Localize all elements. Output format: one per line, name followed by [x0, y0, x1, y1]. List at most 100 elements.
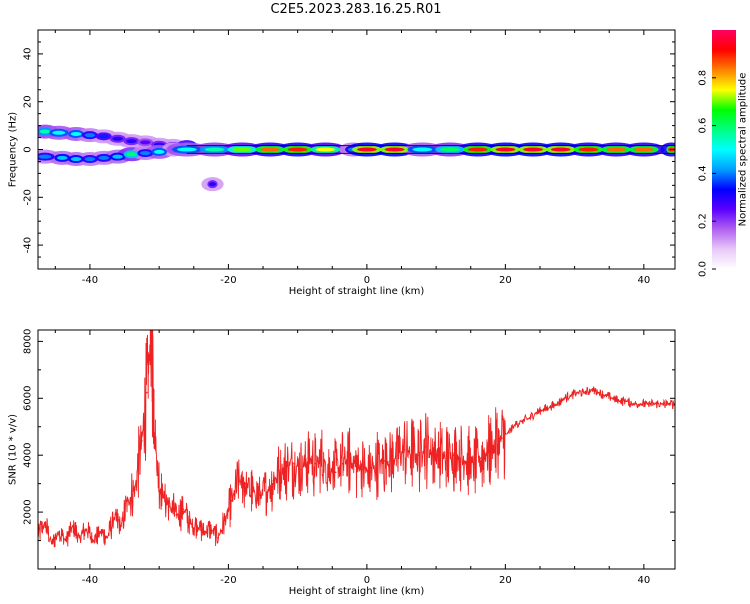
colorbar-tick-label: 0.0 [698, 261, 709, 277]
heatmap-cell [204, 147, 225, 152]
snr-data-point [473, 462, 476, 465]
snr-data-point [293, 462, 295, 465]
snr-data-point [182, 508, 185, 511]
heatmap-cell [260, 147, 280, 152]
heatmap-cell [384, 147, 405, 152]
heatmap-cell [232, 147, 253, 152]
figure-title: C2E5.2023.283.16.25.R01 [270, 2, 442, 17]
snr-data-point [334, 471, 337, 474]
x-axis-label: Height of straight line (km) [289, 286, 425, 297]
snr-data-point [314, 462, 316, 465]
heatmap-cell [70, 131, 82, 136]
heatmap-cell [356, 147, 377, 152]
x-axis-label: Height of straight line (km) [289, 586, 425, 597]
snr-data-point [217, 536, 219, 539]
snr-data-point [577, 391, 579, 394]
y-tick-label: 6000 [23, 386, 34, 411]
heatmap-cell [140, 140, 151, 145]
snr-data-point [152, 397, 155, 400]
heatmap-cell [523, 147, 543, 152]
snr-data-point [237, 479, 240, 482]
y-tick-label: -40 [23, 237, 34, 253]
snr-data-point [85, 528, 88, 530]
x-tick-label: 20 [499, 275, 512, 286]
y-tick-label: 0 [23, 146, 34, 152]
y-tick-label: 40 [23, 48, 34, 61]
heatmap-cell [112, 136, 123, 141]
snr-data-point [44, 522, 46, 525]
x-tick-label: -40 [82, 275, 98, 286]
x-tick-label: -20 [220, 575, 236, 586]
snr-data-point [542, 408, 545, 411]
x-tick-label: 0 [364, 275, 370, 286]
snr-data-point [418, 454, 420, 456]
snr-data-point [145, 391, 148, 394]
snr-data-point [127, 499, 129, 502]
snr-data-point [632, 403, 635, 405]
snr-data-point [286, 465, 289, 468]
snr-data-point [369, 471, 372, 474]
colorbar [712, 30, 736, 269]
snr-data-point [411, 451, 413, 454]
snr-data-point [279, 471, 282, 474]
x-tick-label: -40 [82, 575, 98, 586]
snr-data-point [452, 454, 455, 456]
heatmap-cell [578, 147, 599, 152]
heatmap-cell [153, 149, 165, 154]
snr-data-point [598, 391, 600, 394]
snr-data-point [71, 525, 74, 528]
snr-data-point [480, 457, 482, 459]
snr-data-point [196, 525, 199, 528]
snr-data-point [265, 491, 268, 493]
y-tick-label: 4000 [23, 442, 34, 467]
snr-data-point [57, 531, 60, 533]
snr-data-point [113, 516, 115, 519]
heatmap-cell [39, 129, 51, 134]
snr-data-point [210, 528, 212, 530]
heatmap-cell [84, 157, 96, 162]
snr-data-point [404, 448, 406, 451]
line-frame [37, 329, 676, 570]
colorbar-tick-label: 0.4 [698, 165, 709, 181]
snr-data-point [106, 536, 109, 539]
heatmap-cell [287, 147, 308, 152]
snr-data-point [348, 460, 351, 462]
heatmap-cell [38, 154, 52, 159]
heatmap-cell [412, 147, 433, 152]
snr-data-point [224, 519, 226, 522]
snr-data-point [156, 468, 158, 471]
snr-data-point [362, 468, 365, 471]
heatmap-cell [98, 134, 110, 139]
snr-data-point [535, 411, 538, 414]
snr-data-point [487, 451, 489, 454]
snr-data-point [141, 440, 143, 442]
snr-data-point [667, 403, 669, 405]
snr-data-point [653, 403, 656, 405]
heatmap-cell [98, 155, 110, 160]
snr-data-point [321, 460, 323, 462]
snr-data-point [272, 479, 275, 482]
heatmap-cell [126, 139, 137, 144]
heatmap-cell [495, 147, 516, 152]
snr-data-point [549, 406, 552, 408]
snr-data-point [660, 403, 662, 405]
heatmap-cell [606, 147, 627, 152]
snr-data-point [231, 499, 233, 502]
snr-data-point [528, 417, 531, 420]
snr-series-line [38, 330, 675, 548]
line-layer [38, 330, 675, 548]
snr-data-point [134, 488, 136, 491]
snr-data-point [189, 522, 192, 525]
snr-data-point [244, 482, 247, 485]
x-tick-label: 40 [637, 275, 650, 286]
snr-data-point [508, 431, 510, 434]
snr-data-point [51, 542, 53, 545]
heatmap-cell [52, 130, 66, 135]
colorbar-tick-label: 0.2 [698, 213, 709, 229]
snr-data-point [150, 334, 152, 337]
snr-data-point [307, 457, 309, 459]
colorbar-label: Normalized spectral amplitude [738, 73, 749, 227]
heatmap-cell [112, 154, 123, 159]
snr-data-point [584, 391, 586, 394]
snr-data-point [501, 437, 503, 439]
